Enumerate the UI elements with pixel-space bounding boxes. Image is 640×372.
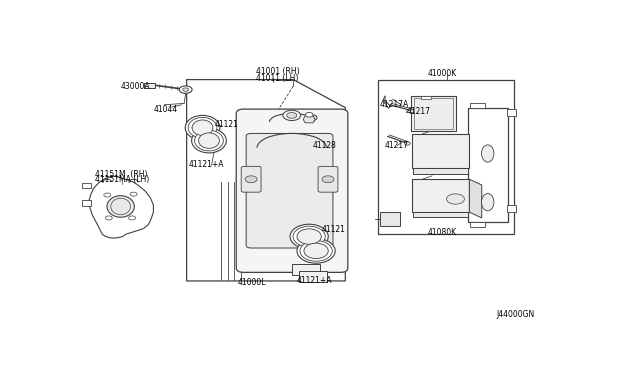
Bar — [145, 83, 156, 87]
Text: 41151M  (RH): 41151M (RH) — [95, 170, 147, 179]
Text: 41121+A: 41121+A — [296, 276, 332, 285]
Ellipse shape — [300, 241, 332, 261]
FancyBboxPatch shape — [318, 166, 338, 192]
Ellipse shape — [293, 226, 325, 247]
Bar — [421, 96, 431, 99]
Ellipse shape — [297, 238, 335, 263]
Polygon shape — [89, 176, 154, 238]
Text: 41000K: 41000K — [428, 69, 456, 78]
Bar — [82, 183, 91, 188]
Ellipse shape — [111, 198, 131, 215]
Ellipse shape — [481, 193, 494, 211]
Bar — [412, 96, 456, 131]
Text: 41151MA (LH): 41151MA (LH) — [95, 175, 149, 185]
Circle shape — [307, 115, 317, 121]
Ellipse shape — [198, 133, 220, 148]
Circle shape — [410, 109, 416, 113]
Ellipse shape — [191, 128, 227, 153]
Bar — [414, 98, 453, 129]
Bar — [507, 205, 516, 212]
Circle shape — [182, 88, 189, 92]
Circle shape — [104, 193, 111, 197]
Ellipse shape — [481, 145, 494, 162]
Ellipse shape — [290, 224, 328, 249]
Circle shape — [305, 112, 313, 117]
Text: 41217: 41217 — [406, 107, 430, 116]
Text: 41044: 41044 — [154, 105, 178, 113]
Bar — [470, 222, 485, 227]
Ellipse shape — [107, 196, 134, 217]
Bar — [300, 271, 327, 282]
Bar — [412, 134, 469, 169]
FancyBboxPatch shape — [236, 109, 348, 272]
Text: 41217: 41217 — [385, 141, 408, 150]
Text: 41121: 41121 — [322, 225, 346, 234]
Bar — [413, 212, 468, 217]
Bar — [413, 168, 468, 173]
Polygon shape — [187, 80, 346, 281]
Text: 41080K: 41080K — [428, 228, 456, 237]
Ellipse shape — [188, 118, 217, 138]
Bar — [468, 108, 508, 222]
Circle shape — [447, 194, 465, 204]
Text: 41011 (LH): 41011 (LH) — [256, 74, 298, 83]
Ellipse shape — [297, 229, 321, 244]
Ellipse shape — [185, 115, 220, 140]
Ellipse shape — [195, 130, 223, 151]
FancyBboxPatch shape — [241, 166, 261, 192]
Text: 41121: 41121 — [215, 121, 239, 129]
Circle shape — [287, 112, 297, 118]
FancyBboxPatch shape — [246, 134, 333, 248]
Bar — [507, 109, 516, 116]
Bar — [412, 179, 469, 212]
Circle shape — [283, 110, 301, 121]
Circle shape — [404, 142, 410, 145]
Text: 41128: 41128 — [312, 141, 336, 150]
Text: 41000L: 41000L — [237, 279, 266, 288]
Bar — [470, 103, 485, 108]
Text: 41217A: 41217A — [380, 100, 410, 109]
Bar — [82, 201, 91, 206]
Bar — [378, 80, 514, 234]
Circle shape — [179, 86, 192, 93]
Bar — [380, 212, 400, 226]
Circle shape — [129, 216, 136, 220]
Text: 43000A: 43000A — [121, 82, 150, 91]
Ellipse shape — [304, 243, 328, 259]
Text: J44000GN: J44000GN — [497, 310, 535, 319]
Bar — [292, 264, 319, 275]
Polygon shape — [303, 116, 315, 123]
Circle shape — [245, 176, 257, 183]
Polygon shape — [469, 179, 482, 218]
Ellipse shape — [192, 120, 213, 135]
Text: 41121+A: 41121+A — [188, 160, 223, 169]
Circle shape — [322, 176, 334, 183]
Text: 41001 (RH): 41001 (RH) — [256, 67, 300, 76]
Circle shape — [130, 192, 137, 196]
Circle shape — [106, 216, 112, 220]
